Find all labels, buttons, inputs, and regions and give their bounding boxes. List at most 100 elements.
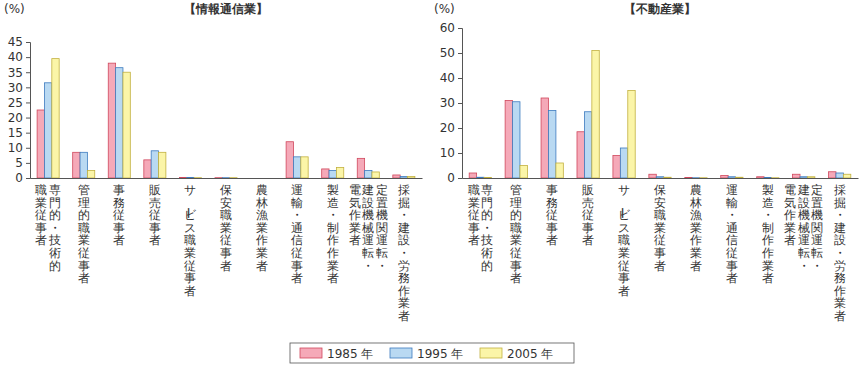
y-tick-label: 40 [8, 50, 23, 64]
bar [215, 177, 222, 178]
bar [807, 177, 814, 178]
bar [484, 177, 491, 178]
x-tick-label: 運輸・通信従事者 [726, 183, 738, 285]
legend-label: 2005 年 [507, 347, 553, 361]
bar [829, 172, 836, 178]
bar [144, 160, 151, 178]
x-tick-label: 採掘・建設・労務作業者 [397, 183, 410, 323]
y-tick: 20 [8, 111, 30, 125]
bar [372, 172, 379, 178]
bar [108, 63, 115, 178]
y-tick-label: 10 [440, 146, 455, 160]
x-tick-label: 保安職業従事者 [220, 183, 232, 273]
bar [692, 177, 699, 178]
bar [393, 175, 400, 178]
y-tick: 0 [447, 171, 462, 185]
bar [322, 169, 329, 178]
x-tick-label: 採掘・建設・労務作業者 [833, 183, 846, 323]
bar [80, 152, 87, 178]
x-tick-label: 事務従事者 [113, 183, 125, 247]
bar [469, 173, 476, 178]
bar [286, 142, 293, 178]
bar [400, 176, 407, 178]
bar [757, 177, 764, 178]
x-axis-line [463, 178, 859, 179]
panel: 【情報通信業】(%)051015202530354045専門的・技術的職業従事者… [4, 2, 423, 323]
bar [685, 177, 692, 178]
bar [721, 176, 728, 179]
bar [265, 178, 272, 179]
y-axis: 051015202530354045 [8, 35, 31, 185]
y-tick-label: 20 [8, 111, 23, 125]
bar [37, 110, 44, 178]
x-tick-label: 運輸・通信従事者 [291, 183, 303, 285]
y-tick: 10 [440, 146, 462, 160]
y-tick: 30 [8, 81, 30, 95]
x-tick-label: 農林漁業作業者 [255, 183, 268, 273]
y-tick: 45 [8, 35, 30, 49]
bar [736, 177, 743, 178]
bar [577, 132, 584, 178]
bar [301, 157, 308, 178]
y-tick-label: 35 [8, 66, 23, 80]
legend: 1985 年1995 年2005 年 [290, 343, 574, 363]
bar [656, 177, 663, 178]
bars [469, 51, 851, 179]
y-tick: 0 [15, 171, 30, 185]
y-tick-label: 60 [440, 21, 455, 35]
bar [520, 166, 527, 179]
y-tick-mark [26, 163, 30, 164]
bar [764, 177, 771, 178]
bar [800, 177, 807, 178]
bar [548, 111, 555, 179]
bar [87, 170, 94, 178]
panel: 【不動産業】(%)0102030405060専門的・技術的職業従事者管理的職業従… [434, 2, 859, 323]
bar [541, 98, 548, 178]
bar [628, 91, 635, 179]
y-tick-label: 30 [8, 81, 23, 95]
y-tick-label: 20 [440, 121, 455, 135]
y-tick: 40 [440, 71, 462, 85]
x-tick-label: 保安職業従事者 [654, 183, 666, 273]
x-axis [31, 178, 423, 180]
bar [700, 177, 707, 178]
chart-title: 【情報通信業】 [184, 2, 268, 16]
x-tick-label: サービス職業従事者 [181, 183, 197, 298]
bar [772, 177, 779, 178]
y-axis-line [458, 29, 463, 179]
y-tick: 30 [440, 96, 462, 110]
y-tick-mark [26, 133, 30, 134]
y-tick-mark [26, 102, 30, 103]
y-tick: 35 [8, 66, 30, 80]
y-tick-label: 30 [440, 96, 455, 110]
bar [230, 177, 237, 178]
y-tick-mark [26, 87, 30, 88]
bar [843, 174, 850, 178]
y-tick-mark [26, 178, 30, 179]
x-tick-label: 専門的・技術的職業従事者 [35, 183, 61, 273]
bar [151, 151, 158, 178]
x-tick-label: 管理的職業従事者 [78, 183, 90, 285]
y-tick-mark [458, 178, 462, 179]
bar [187, 177, 194, 178]
bar [251, 178, 258, 179]
y-tick: 25 [8, 96, 30, 110]
y-tick: 5 [15, 156, 30, 170]
bar [179, 177, 186, 178]
x-tick-label: サービス職業従事者 [615, 183, 631, 298]
legend-swatch [390, 348, 412, 358]
x-axis [463, 178, 859, 180]
bar [408, 176, 415, 178]
bar [556, 163, 563, 178]
y-tick-mark [458, 103, 462, 104]
bar [329, 170, 336, 178]
y-axis-line [26, 43, 31, 179]
y-tick-label: 10 [8, 141, 23, 155]
y-tick: 10 [8, 141, 30, 155]
bar [222, 177, 229, 178]
y-tick-mark [26, 57, 30, 58]
y-tick-mark [458, 28, 462, 29]
y-tick-mark [26, 148, 30, 149]
x-tick-label: 事務従事者 [546, 183, 558, 247]
bar [52, 59, 59, 178]
